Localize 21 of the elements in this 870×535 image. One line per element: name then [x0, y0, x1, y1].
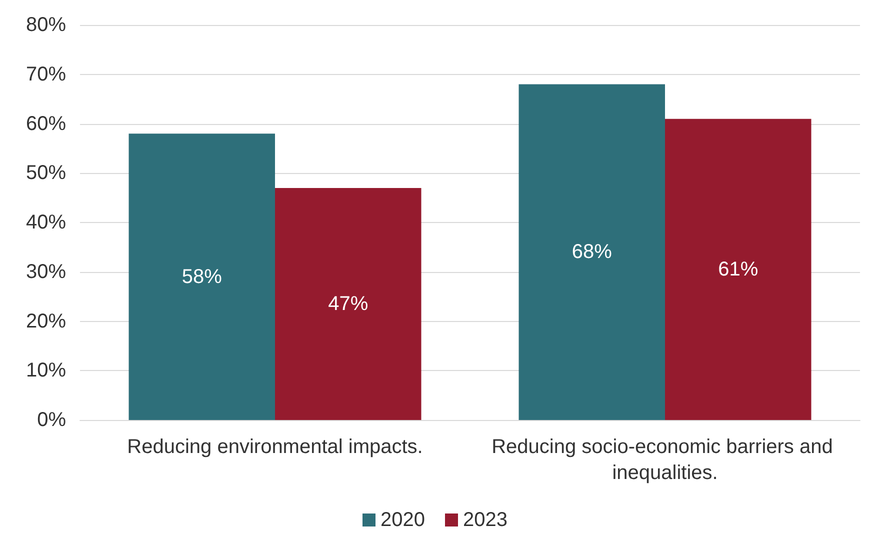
- y-tick-label: 70%: [26, 63, 66, 86]
- y-tick-label: 30%: [26, 260, 66, 283]
- data-label: 58%: [182, 266, 222, 288]
- y-tick-label: 10%: [26, 360, 66, 382]
- y-tick-label: 40%: [26, 212, 66, 234]
- x-tick-label: Reducing socio-economic barriers and inequalities.: [492, 436, 838, 484]
- x-tick-label: Reducing environmental impacts.: [127, 436, 423, 458]
- bar: [665, 118, 812, 420]
- y-tick-label: 50%: [26, 162, 66, 184]
- y-tick-label: 60%: [26, 112, 66, 135]
- bar: [128, 134, 275, 420]
- data-label: 68%: [572, 241, 612, 264]
- legend-label: 2020: [380, 509, 426, 531]
- legend-label: 2023: [463, 509, 508, 531]
- bar: [275, 188, 422, 420]
- bar: [518, 84, 665, 420]
- data-label: 61%: [718, 258, 758, 280]
- y-tick-label: 80%: [26, 14, 66, 36]
- y-tick-label: 20%: [26, 310, 66, 332]
- data-label: 47%: [328, 292, 368, 315]
- y-tick-label: 0%: [37, 409, 66, 431]
